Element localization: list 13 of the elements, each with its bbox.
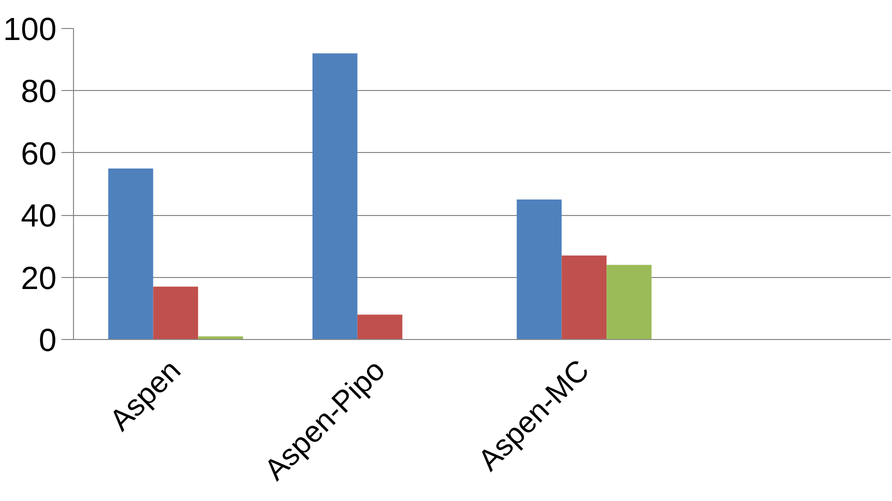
bar bbox=[312, 53, 358, 340]
bar bbox=[108, 168, 154, 340]
y-tick-label: 80 bbox=[20, 73, 56, 110]
bar bbox=[606, 264, 652, 340]
y-tick-label: 40 bbox=[20, 198, 56, 234]
bar bbox=[357, 314, 402, 340]
bar bbox=[562, 256, 607, 340]
y-tick-label: 100 bbox=[3, 11, 56, 47]
bar bbox=[153, 286, 198, 340]
y-tick-label: 20 bbox=[20, 260, 56, 296]
y-tick-label: 0 bbox=[38, 322, 56, 358]
bar bbox=[516, 200, 562, 340]
y-tick-label: 60 bbox=[20, 135, 56, 172]
